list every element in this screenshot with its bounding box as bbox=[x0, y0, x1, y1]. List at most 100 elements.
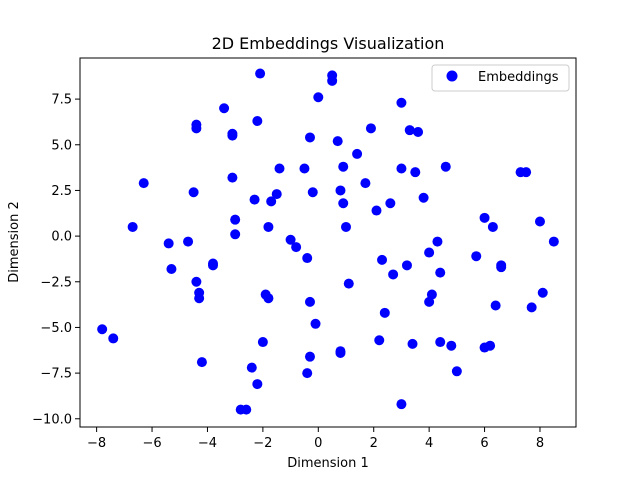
data-point bbox=[396, 399, 407, 410]
x-tick-label: −2 bbox=[253, 436, 272, 451]
x-tick-label: −4 bbox=[198, 436, 217, 451]
data-point bbox=[255, 68, 266, 79]
data-point bbox=[304, 351, 315, 362]
data-point bbox=[548, 236, 559, 247]
data-point bbox=[343, 278, 354, 289]
y-tick-label: 5.0 bbox=[51, 138, 72, 153]
data-point bbox=[401, 260, 412, 271]
data-point bbox=[352, 148, 363, 159]
data-point bbox=[230, 229, 241, 240]
data-point bbox=[304, 296, 315, 307]
legend-entry-label: Embeddings bbox=[478, 70, 559, 85]
plot-area-frame bbox=[79, 57, 577, 428]
x-tick-label: 4 bbox=[425, 436, 433, 451]
data-point bbox=[410, 167, 421, 178]
data-point bbox=[191, 276, 202, 287]
data-point bbox=[285, 234, 296, 245]
data-point bbox=[194, 293, 205, 304]
data-point bbox=[327, 70, 338, 81]
x-axis-label: Dimension 1 bbox=[287, 456, 369, 471]
legend: Embeddings bbox=[431, 64, 570, 92]
data-point bbox=[263, 221, 274, 232]
data-point bbox=[371, 205, 382, 216]
x-tick-label: 6 bbox=[480, 436, 488, 451]
data-point bbox=[166, 263, 177, 274]
data-point bbox=[338, 161, 349, 172]
data-point bbox=[227, 128, 238, 139]
data-point bbox=[274, 163, 285, 174]
data-point bbox=[526, 302, 537, 313]
data-point bbox=[396, 97, 407, 108]
points-layer bbox=[97, 68, 559, 415]
y-tick-label: 2.5 bbox=[51, 184, 72, 199]
y-tick-label: −2.5 bbox=[40, 275, 72, 290]
y-tick-label: −5.0 bbox=[40, 321, 72, 336]
data-point bbox=[227, 172, 238, 183]
data-point bbox=[534, 216, 545, 227]
data-point bbox=[307, 187, 318, 198]
data-point bbox=[440, 161, 451, 172]
data-point bbox=[396, 163, 407, 174]
data-point bbox=[435, 337, 446, 348]
data-point bbox=[388, 269, 399, 280]
data-point bbox=[521, 167, 532, 178]
data-point bbox=[365, 123, 376, 134]
x-tick-label: 0 bbox=[314, 436, 322, 451]
data-point bbox=[479, 212, 490, 223]
data-point bbox=[97, 324, 108, 335]
chart-title: 2D Embeddings Visualization bbox=[212, 34, 445, 53]
data-point bbox=[241, 404, 252, 415]
data-point bbox=[302, 368, 313, 379]
x-tick-label: −8 bbox=[87, 436, 106, 451]
data-point bbox=[304, 132, 315, 143]
data-point bbox=[219, 103, 230, 114]
legend-box bbox=[431, 64, 570, 92]
data-point bbox=[335, 185, 346, 196]
data-point bbox=[257, 337, 268, 348]
data-point bbox=[413, 126, 424, 137]
data-point bbox=[451, 366, 462, 377]
data-point bbox=[496, 260, 507, 271]
legend-marker bbox=[446, 70, 458, 82]
data-point bbox=[341, 221, 352, 232]
data-point bbox=[418, 192, 429, 203]
data-point bbox=[407, 338, 418, 349]
data-point bbox=[490, 300, 501, 311]
data-point bbox=[138, 178, 149, 189]
data-point bbox=[432, 236, 443, 247]
data-point bbox=[485, 340, 496, 351]
x-tick-label: 8 bbox=[536, 436, 544, 451]
data-point bbox=[127, 221, 138, 232]
x-tick-label: 2 bbox=[370, 436, 378, 451]
data-point bbox=[249, 194, 260, 205]
data-point bbox=[537, 287, 548, 298]
data-point bbox=[446, 340, 457, 351]
y-tick-label: 7.5 bbox=[51, 93, 72, 108]
data-point bbox=[188, 187, 199, 198]
y-tick-label: 0.0 bbox=[51, 230, 72, 245]
data-point bbox=[404, 125, 415, 136]
data-point bbox=[471, 251, 482, 262]
data-point bbox=[360, 178, 371, 189]
data-point bbox=[208, 258, 219, 269]
data-point bbox=[266, 196, 277, 207]
data-point bbox=[338, 198, 349, 209]
data-point bbox=[379, 307, 390, 318]
data-point bbox=[291, 242, 302, 253]
data-point bbox=[313, 92, 324, 103]
data-point bbox=[196, 357, 207, 368]
data-point bbox=[310, 318, 321, 329]
y-tick-label: −7.5 bbox=[40, 367, 72, 382]
data-point bbox=[191, 123, 202, 134]
data-point bbox=[183, 236, 194, 247]
data-point bbox=[246, 362, 257, 373]
data-point bbox=[487, 221, 498, 232]
data-point bbox=[163, 238, 174, 249]
data-point bbox=[271, 189, 282, 200]
ticks-layer: −8 −6 −4 −2 0 2 4 6 8 −10.0 −7.5 −5.0 −2.5 0.0 2.5 5.0 7… bbox=[32, 93, 544, 451]
y-tick-label: −10.0 bbox=[32, 412, 72, 427]
data-point bbox=[299, 163, 310, 174]
data-point bbox=[252, 116, 263, 127]
